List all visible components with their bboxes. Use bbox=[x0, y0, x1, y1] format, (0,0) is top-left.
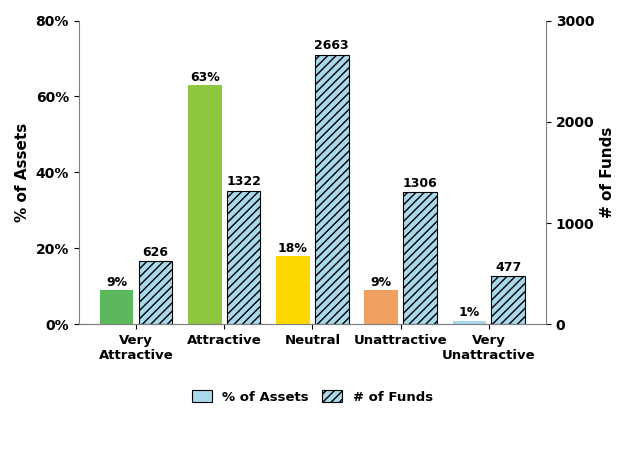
Bar bbox=[315, 55, 348, 325]
Text: 1322: 1322 bbox=[226, 175, 261, 188]
Text: 9%: 9% bbox=[370, 276, 392, 289]
Bar bbox=[100, 290, 134, 325]
Text: 626: 626 bbox=[142, 245, 168, 258]
Text: 18%: 18% bbox=[278, 242, 308, 255]
Text: 477: 477 bbox=[495, 261, 521, 274]
Y-axis label: % of Assets: % of Assets bbox=[15, 123, 30, 222]
Legend: % of Assets, # of Funds: % of Assets, # of Funds bbox=[186, 385, 438, 409]
Text: 1%: 1% bbox=[459, 306, 480, 319]
Bar bbox=[364, 290, 398, 325]
Bar bbox=[188, 85, 222, 325]
Bar bbox=[276, 256, 310, 325]
Bar bbox=[491, 276, 525, 325]
Text: 63%: 63% bbox=[190, 70, 220, 84]
Text: 2663: 2663 bbox=[314, 39, 349, 52]
Bar bbox=[403, 192, 437, 325]
Bar bbox=[139, 261, 172, 325]
Y-axis label: # of Funds: # of Funds bbox=[600, 127, 615, 218]
Text: 1306: 1306 bbox=[403, 176, 437, 190]
Text: 9%: 9% bbox=[106, 276, 127, 289]
Bar bbox=[227, 191, 260, 325]
Bar bbox=[452, 321, 486, 325]
